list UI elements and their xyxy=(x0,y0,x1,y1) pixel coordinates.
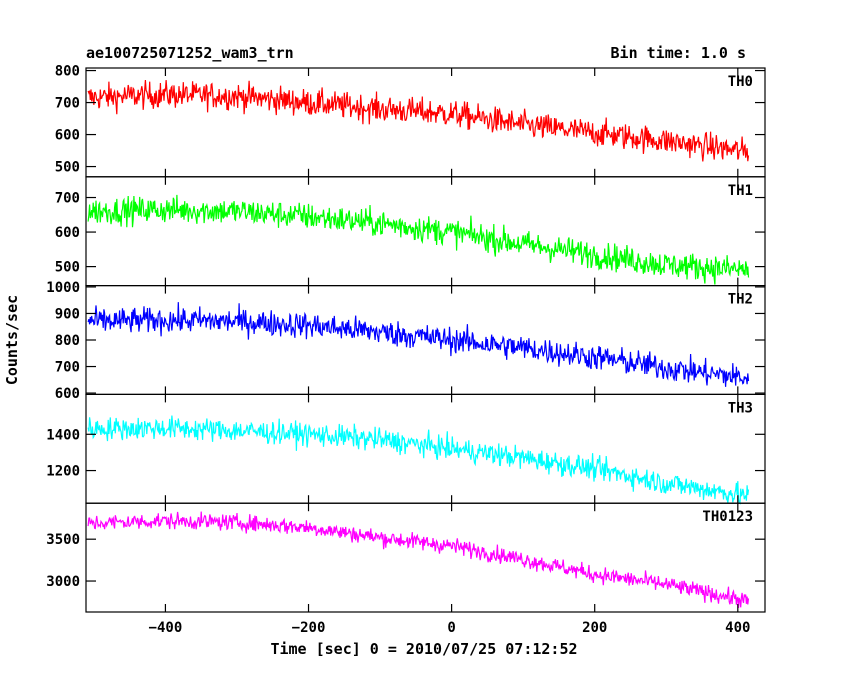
x-tick-label: −200 xyxy=(292,620,326,636)
x-tick-label: 400 xyxy=(725,620,750,636)
y-tick-label: 1400 xyxy=(46,427,80,443)
y-tick-label: 500 xyxy=(55,260,80,276)
y-tick-label: 900 xyxy=(55,306,80,322)
y-tick-label: 3000 xyxy=(46,574,80,590)
panel-label-th1: TH1 xyxy=(728,183,753,199)
panel-frame-th0123 xyxy=(85,502,766,613)
x-tick-label: 0 xyxy=(447,620,455,636)
panel-label-th2: TH2 xyxy=(728,292,753,308)
panel-label-th0123: TH0123 xyxy=(702,509,753,525)
y-tick-label: 700 xyxy=(55,96,80,112)
panel-label-th0: TH0 xyxy=(728,74,753,90)
series-line-th2 xyxy=(87,302,750,387)
series-line-th0 xyxy=(87,80,750,162)
y-tick-label: 600 xyxy=(55,225,80,241)
bin-time-label: Bin time: 1.0 s xyxy=(611,44,746,62)
y-axis-label: Counts/sec xyxy=(3,295,21,385)
y-tick-label: 3500 xyxy=(46,532,80,548)
y-tick-label: 500 xyxy=(55,160,80,176)
y-tick-label: 1200 xyxy=(46,464,80,480)
y-tick-label: 600 xyxy=(55,128,80,144)
y-tick-label: 700 xyxy=(55,360,80,376)
y-tick-label: 700 xyxy=(55,191,80,207)
y-tick-label: 1000 xyxy=(46,280,80,296)
series-line-th1 xyxy=(87,194,750,285)
x-tick-label: 200 xyxy=(582,620,607,636)
panel-label-th3: TH3 xyxy=(728,400,753,416)
y-tick-label: 600 xyxy=(55,386,80,402)
panel-frame-th0 xyxy=(85,67,766,178)
series-line-th0123 xyxy=(87,511,750,608)
y-tick-label: 800 xyxy=(55,64,80,80)
series-line-th3 xyxy=(87,415,750,505)
y-tick-label: 800 xyxy=(55,333,80,349)
x-axis-label: Time [sec] 0 = 2010/07/25 07:12:52 xyxy=(270,640,577,658)
chart-title: ae100725071252_wam3_trn xyxy=(86,44,294,62)
x-tick-label: −400 xyxy=(149,620,183,636)
